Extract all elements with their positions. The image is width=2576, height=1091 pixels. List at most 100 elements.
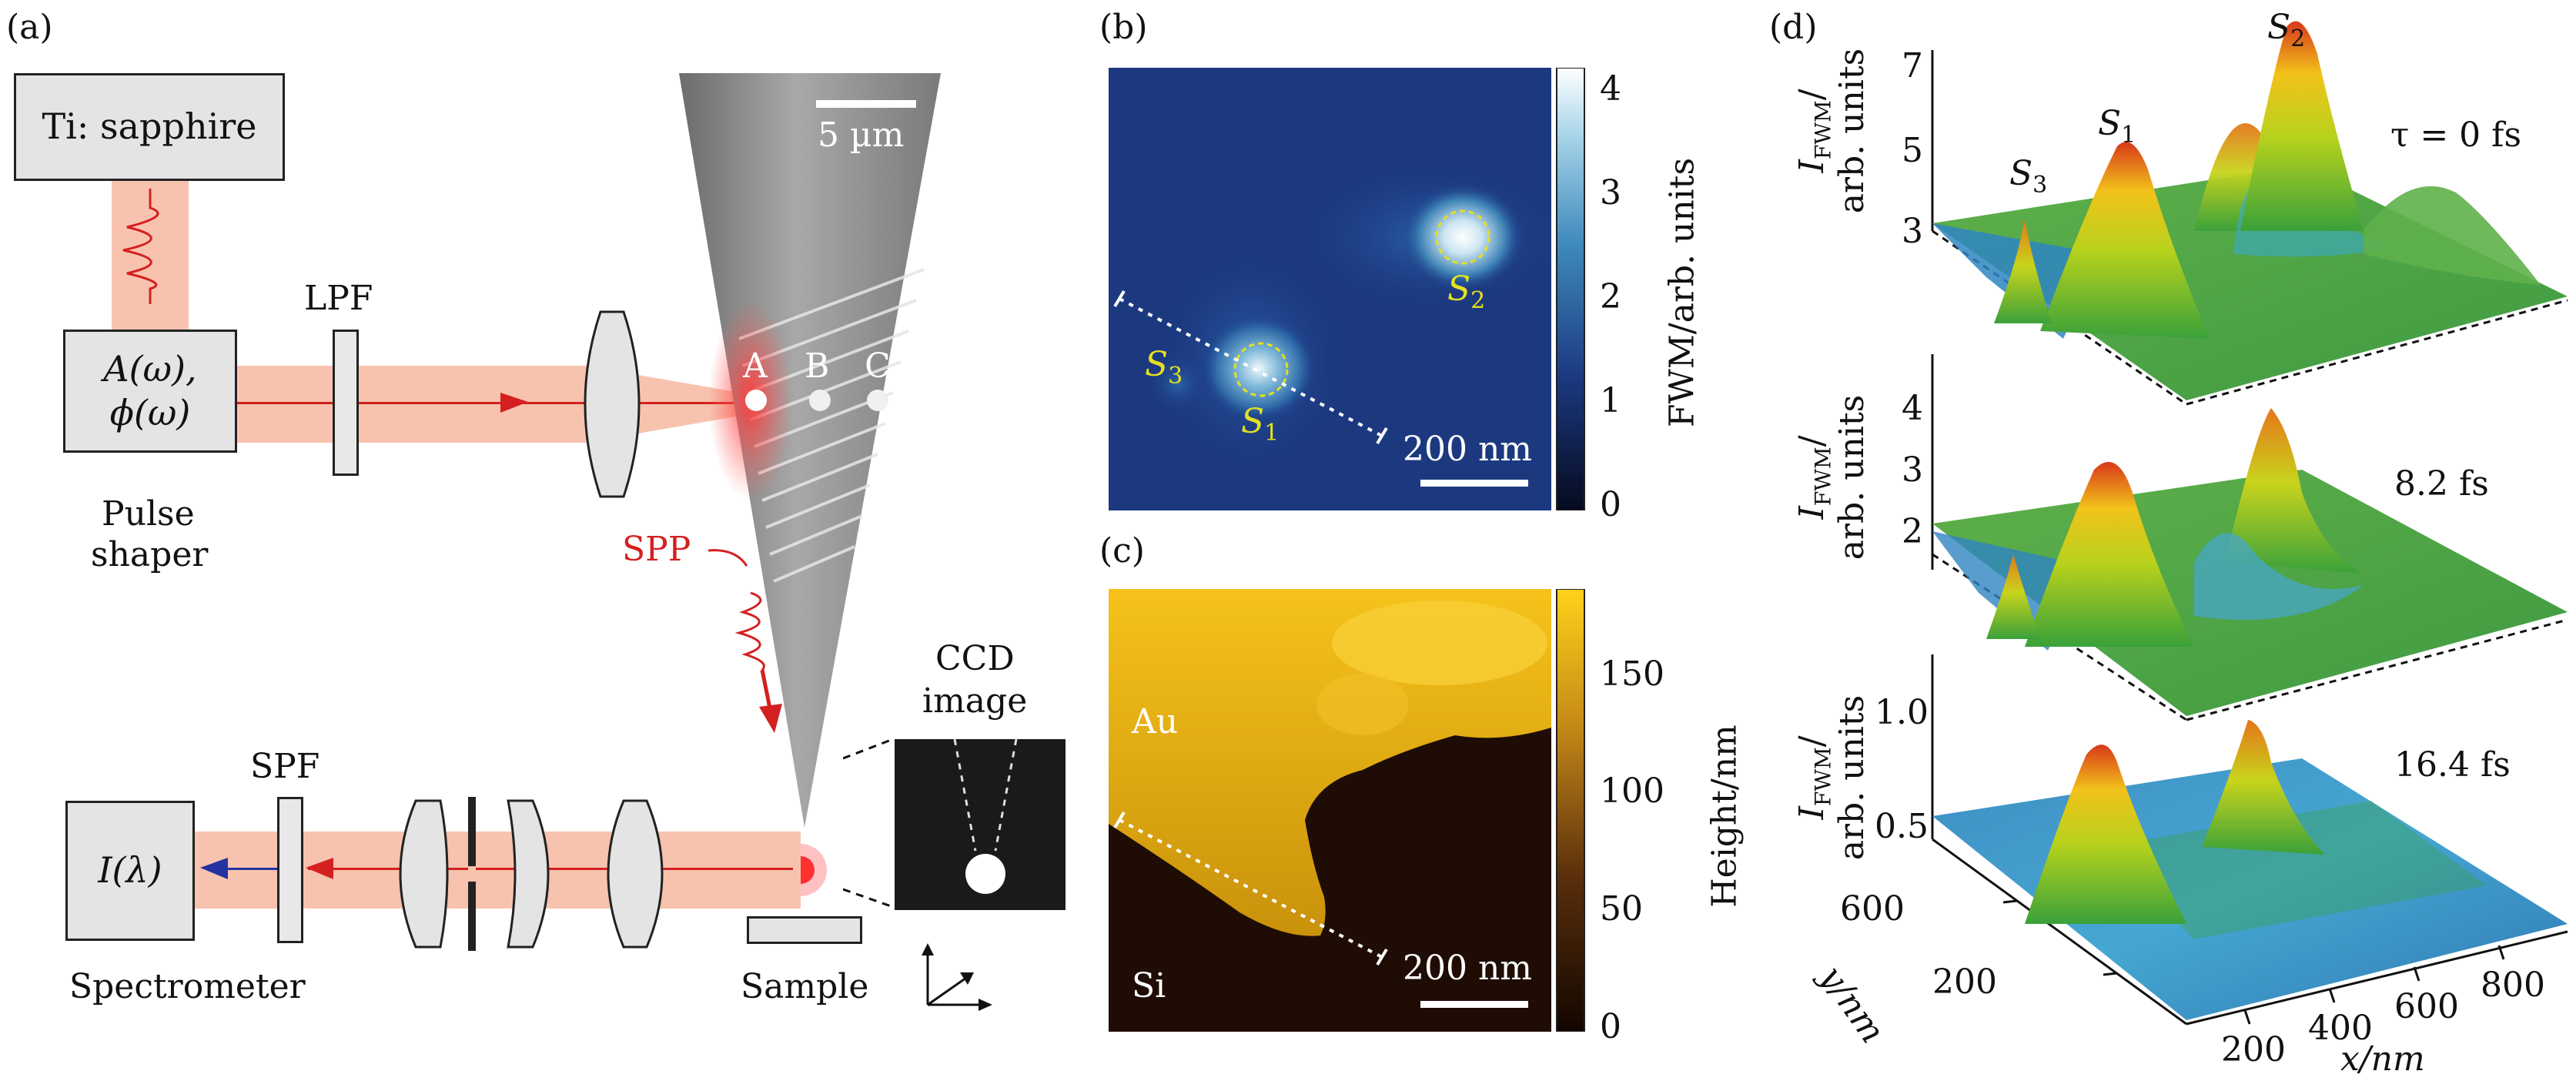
- sample-label: Sample: [741, 967, 869, 1006]
- s1-label-b: S1: [1241, 402, 1279, 447]
- spp-wave-icon: [708, 549, 782, 733]
- s3-letter-d: S: [2009, 154, 2033, 193]
- point-c-label: C: [865, 346, 891, 386]
- shaper-caption-1: Pulse: [102, 494, 195, 534]
- lpf-label: LPF: [304, 279, 373, 318]
- s1-sub-b: 1: [1264, 419, 1280, 447]
- scale-bar-label: 5 µm: [818, 115, 905, 155]
- return-line: [308, 868, 793, 870]
- colorbar-c-label: Height/nm: [1705, 725, 1745, 908]
- x-tick-400: 400: [2308, 1009, 2373, 1048]
- tau-top: τ = 0 fs: [2390, 115, 2522, 155]
- top-tick-3: 3: [1902, 212, 1923, 251]
- colorbar-b-label: FWM/arb. units: [1662, 157, 1702, 428]
- s2-letter-b: S: [1447, 269, 1471, 309]
- sem-tip-image: [679, 73, 941, 828]
- return-lenses: [399, 797, 664, 951]
- beam-horizontal: [237, 366, 591, 443]
- s3-letter-b: S: [1145, 345, 1169, 384]
- s3-sub-d: 3: [2032, 171, 2048, 199]
- ylabel-top: IFWM/ arb. units: [1791, 48, 1872, 214]
- spectrometer-label: Spectrometer: [69, 967, 306, 1006]
- x-tick-200: 200: [2221, 1030, 2286, 1069]
- si-label: Si: [1132, 966, 1166, 1006]
- laser-box: Ti: sapphire: [14, 73, 285, 181]
- bot-tick-05: 0.5: [1875, 807, 1929, 846]
- s3-label-d: S3: [2009, 154, 2047, 199]
- s1-label-d: S1: [2098, 104, 2136, 149]
- panel-label-b: (b): [1099, 8, 1148, 47]
- cb-b-tick-0: 0: [1600, 485, 1621, 524]
- height-map: [1109, 589, 1551, 1032]
- s1-sub-d: 1: [2121, 121, 2136, 149]
- ylabel-mid: IFWM/ arb. units: [1791, 394, 1872, 561]
- top-tick-7: 7: [1902, 46, 1923, 85]
- x-axis-label: x/nm: [2340, 1039, 2425, 1079]
- mid-tick-2: 2: [1902, 512, 1923, 551]
- fwm-map: [1109, 68, 1551, 510]
- cb-b-tick-4: 4: [1600, 69, 1621, 109]
- mid-tick-3: 3: [1902, 450, 1923, 490]
- surface-plots: [1931, 21, 2568, 1026]
- ylabel-bot: IFWM/ arb. units: [1791, 694, 1872, 861]
- ylabel-top-i: I: [1791, 159, 1832, 173]
- cb-c-tick-1: 50: [1600, 889, 1643, 929]
- s2-sub-d: 2: [2290, 25, 2306, 52]
- pulse-icon: [122, 189, 159, 304]
- shaper-caption-2: shaper: [91, 535, 209, 574]
- shaper-line-2: ϕ(ω): [109, 392, 191, 433]
- point-b-label: B: [805, 346, 830, 386]
- blue-line: [216, 868, 277, 870]
- s2-letter-d: S: [2267, 8, 2291, 47]
- lens-1: [584, 310, 641, 498]
- s3-label-b: S3: [1145, 345, 1183, 390]
- cb-c-tick-0: 0: [1600, 1007, 1621, 1046]
- spp-label: SPP: [622, 530, 691, 569]
- ccd-overlay: [843, 738, 1018, 909]
- cb-b-tick-1: 1: [1600, 381, 1621, 420]
- panel-label-a: (a): [6, 8, 53, 47]
- au-label: Au: [1132, 702, 1179, 741]
- point-a-label: A: [743, 346, 768, 386]
- ylabel-bot-i: I: [1791, 806, 1832, 820]
- cb-b-tick-2: 2: [1600, 277, 1621, 316]
- s1-letter-d: S: [2098, 104, 2122, 143]
- s2-label-b: S2: [1447, 269, 1485, 314]
- s3-sub-b: 3: [1168, 362, 1183, 390]
- axes-icon: [922, 943, 992, 1011]
- s1-letter-b: S: [1241, 402, 1265, 441]
- x-tick-600: 600: [2394, 987, 2459, 1026]
- s2-label-d: S2: [2267, 8, 2305, 52]
- x-tick-800: 800: [2481, 966, 2545, 1005]
- beam-arrow-icon: [500, 393, 528, 413]
- tau-mid: 8.2 fs: [2394, 464, 2489, 504]
- scale-bar-b: 200 nm: [1403, 430, 1533, 469]
- pulse-shaper-box: A(ω), ϕ(ω): [63, 330, 237, 453]
- ccd-label-1: CCD: [935, 639, 1015, 678]
- top-tick-5: 5: [1902, 131, 1923, 170]
- ylabel-mid-units: arb. units: [1832, 394, 1872, 561]
- ylabel-mid-i: I: [1791, 506, 1832, 520]
- cb-c-tick-3: 150: [1600, 654, 1664, 694]
- tau-bot: 16.4 fs: [2394, 745, 2511, 785]
- s2-sub-b: 2: [1470, 286, 1486, 314]
- ylabel-bot-units: arb. units: [1832, 694, 1872, 861]
- cb-b-tick-3: 3: [1600, 173, 1621, 213]
- y-tick-200: 200: [1932, 962, 1997, 1002]
- mid-tick-4: 4: [1902, 389, 1923, 428]
- y-tick-600: 600: [1840, 889, 1905, 929]
- bot-tick-10: 1.0: [1875, 693, 1929, 732]
- ylabel-top-units: arb. units: [1832, 48, 1872, 214]
- panel-label-d: (d): [1769, 8, 1818, 47]
- spf-label: SPF: [250, 747, 320, 786]
- spf-filter: [277, 797, 303, 943]
- colorbar-b: [1556, 68, 1585, 510]
- lpf-filter: [333, 330, 359, 476]
- sample-stage: [747, 916, 862, 944]
- ccd-label-2: image: [922, 681, 1028, 721]
- cb-c-tick-2: 100: [1600, 771, 1664, 811]
- scale-bar-c: 200 nm: [1403, 949, 1533, 988]
- blue-arrow-icon: [200, 858, 228, 879]
- colorbar-c: [1556, 589, 1585, 1032]
- spectrometer-box: I(λ): [65, 801, 195, 941]
